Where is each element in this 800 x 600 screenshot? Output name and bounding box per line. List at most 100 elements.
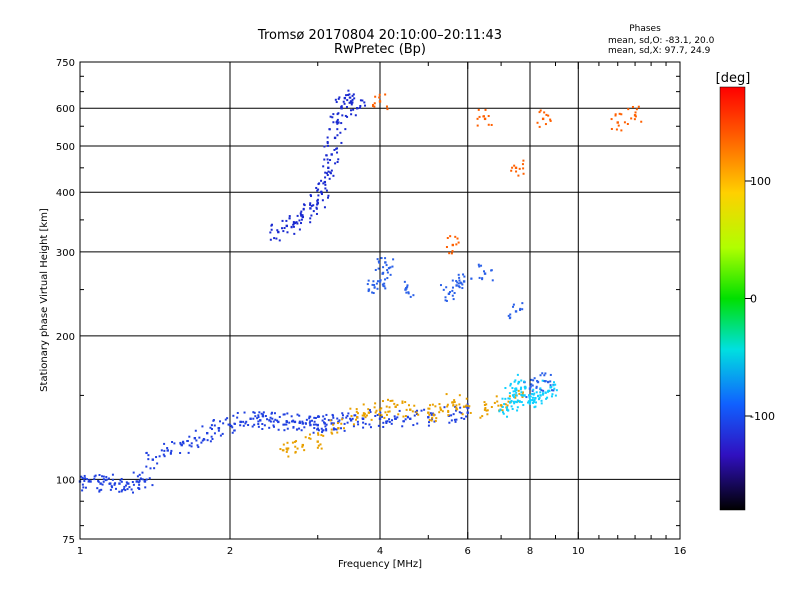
data-point bbox=[520, 401, 523, 404]
data-point bbox=[378, 261, 381, 264]
data-point bbox=[532, 399, 535, 402]
legend-o-stats: mean, sd,O: -83.1, 20.0 bbox=[608, 36, 715, 46]
data-point bbox=[98, 490, 101, 493]
data-point bbox=[428, 419, 431, 422]
data-point bbox=[486, 413, 489, 416]
data-point bbox=[382, 425, 385, 428]
data-point bbox=[483, 117, 487, 121]
data-point bbox=[270, 228, 273, 231]
data-point bbox=[493, 401, 496, 404]
y-tick-label: 75 bbox=[62, 535, 75, 546]
data-point bbox=[454, 405, 457, 408]
data-point bbox=[261, 423, 264, 426]
data-point bbox=[322, 165, 325, 168]
data-point bbox=[93, 475, 96, 478]
data-point bbox=[514, 310, 518, 313]
data-point bbox=[209, 440, 212, 443]
data-point bbox=[321, 431, 324, 434]
data-point bbox=[325, 189, 328, 192]
data-point bbox=[345, 106, 348, 109]
data-point bbox=[301, 420, 304, 423]
data-point bbox=[268, 426, 271, 429]
data-point bbox=[428, 421, 431, 424]
data-point bbox=[209, 426, 212, 429]
data-point bbox=[315, 207, 318, 210]
data-point bbox=[314, 417, 317, 420]
data-point bbox=[231, 426, 234, 429]
series-0 bbox=[78, 403, 470, 494]
data-point bbox=[101, 475, 104, 478]
data-point bbox=[324, 176, 327, 179]
data-point bbox=[336, 161, 339, 164]
data-point bbox=[347, 89, 350, 92]
data-point bbox=[532, 400, 535, 403]
data-point bbox=[378, 96, 381, 99]
data-point bbox=[308, 433, 311, 436]
data-point bbox=[432, 414, 435, 417]
data-point bbox=[460, 412, 463, 415]
series-2 bbox=[269, 89, 367, 242]
data-point bbox=[355, 416, 359, 419]
data-point bbox=[507, 314, 510, 317]
data-point bbox=[387, 410, 390, 413]
data-point bbox=[269, 238, 272, 241]
data-point bbox=[385, 421, 388, 424]
data-point bbox=[344, 114, 347, 117]
data-point bbox=[282, 413, 285, 416]
data-point bbox=[549, 384, 552, 387]
data-point bbox=[332, 174, 335, 177]
data-point bbox=[311, 419, 314, 422]
legend-title: Phases bbox=[629, 24, 661, 34]
data-point bbox=[138, 479, 141, 482]
data-point bbox=[288, 421, 291, 424]
data-point bbox=[448, 421, 451, 424]
data-point bbox=[288, 215, 291, 218]
data-point bbox=[540, 389, 543, 392]
data-point bbox=[308, 421, 311, 424]
data-point bbox=[158, 455, 161, 458]
data-point bbox=[336, 431, 339, 434]
data-point bbox=[528, 394, 531, 397]
data-point bbox=[356, 412, 359, 415]
data-point bbox=[336, 417, 339, 420]
data-point bbox=[346, 421, 349, 424]
data-point bbox=[273, 237, 276, 240]
data-point bbox=[135, 480, 138, 483]
data-point bbox=[354, 414, 357, 417]
data-point bbox=[343, 96, 347, 100]
data-point bbox=[270, 224, 273, 227]
data-point bbox=[438, 411, 441, 414]
data-point bbox=[373, 286, 376, 289]
data-point bbox=[544, 123, 547, 126]
data-point bbox=[342, 100, 345, 103]
data-point bbox=[386, 277, 389, 280]
data-point bbox=[120, 490, 123, 493]
data-point bbox=[275, 237, 278, 240]
data-point bbox=[98, 473, 101, 476]
data-point bbox=[405, 291, 408, 294]
data-point bbox=[336, 422, 339, 425]
data-point bbox=[151, 484, 154, 487]
data-point bbox=[309, 420, 312, 423]
data-point bbox=[171, 441, 174, 444]
data-point bbox=[162, 453, 165, 456]
data-point bbox=[490, 269, 493, 272]
data-point bbox=[381, 283, 384, 286]
data-point bbox=[298, 414, 301, 417]
data-point bbox=[227, 423, 230, 426]
data-point bbox=[396, 416, 399, 419]
data-point bbox=[336, 151, 339, 154]
x-tick-label: 4 bbox=[377, 546, 383, 557]
data-point bbox=[541, 372, 544, 375]
data-point bbox=[379, 411, 382, 414]
data-point bbox=[462, 273, 465, 276]
y-tick-label: 400 bbox=[56, 188, 75, 199]
data-point bbox=[514, 400, 517, 403]
data-point bbox=[404, 418, 407, 421]
data-point bbox=[482, 115, 485, 118]
data-point bbox=[491, 279, 494, 282]
data-point bbox=[508, 395, 511, 398]
data-point bbox=[108, 482, 111, 485]
data-point bbox=[502, 411, 505, 414]
data-point bbox=[317, 433, 320, 436]
